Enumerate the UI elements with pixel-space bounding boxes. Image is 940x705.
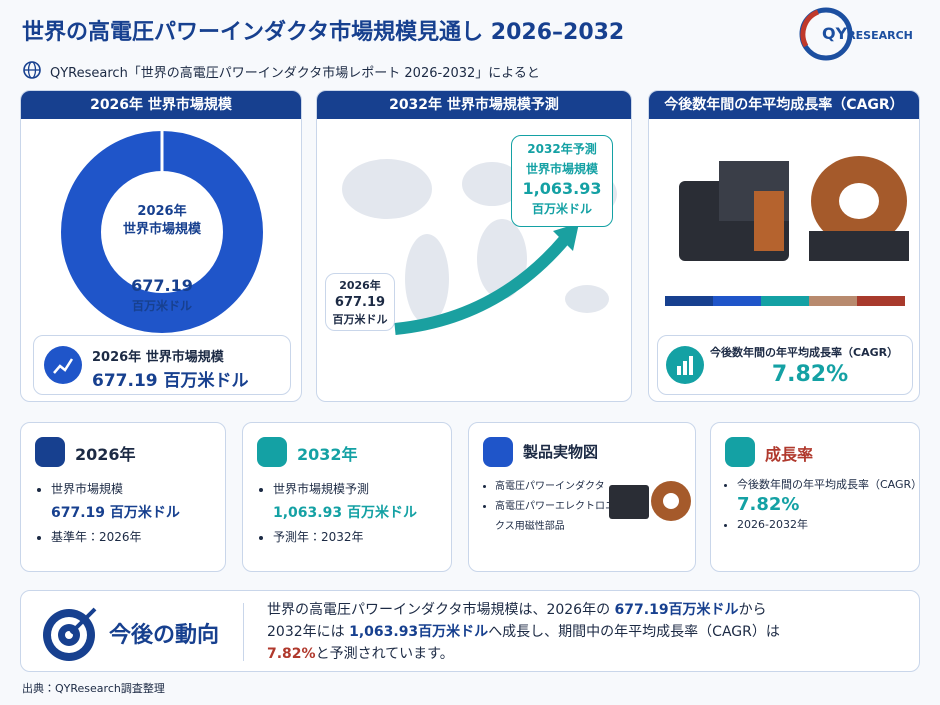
text: 世界の高電圧パワーインダクタ市場規模は、2026年の xyxy=(267,602,615,618)
product-thumb xyxy=(609,481,691,521)
card-value: 677.19 百万米ドル xyxy=(51,505,180,521)
card-value: 1,063.93 百万米ドル xyxy=(273,505,417,521)
donut-label: 2026年 xyxy=(137,204,187,219)
panel: 今後数年間の年平均成長率（CAGR） 今後数年間の年平均成長率（CAGR） 7.… xyxy=(648,90,920,402)
donut-value: 677.19 xyxy=(131,276,193,295)
highlight: 1,063.93百万米ドル xyxy=(349,624,489,640)
bar-icon xyxy=(666,346,704,384)
card-item: 今後数年間の年平均成長率（CAGR） xyxy=(737,475,927,495)
end-box: 2032年予測 世界市場規模 1,063.93 百万米ドル xyxy=(511,135,613,227)
end-label: 2032年予測 xyxy=(527,142,597,156)
start-box: 2026年 677.19 百万米ドル xyxy=(325,273,395,331)
donut-unit: 百万米ドル xyxy=(131,299,192,313)
card: 製品実物図 高電圧パワーインダクタ高電圧パワーエレクトロニクス用磁性部品 xyxy=(468,422,696,572)
text: と予測されています。 xyxy=(315,646,454,662)
summary-value: 677.19 百万米ドル xyxy=(92,371,249,391)
card: 2032年 世界市場規模予測 1,063.93 百万米ドル予測年：2032年 xyxy=(242,422,452,572)
source: 出典：QYResearch調査整理 xyxy=(22,682,165,695)
card-title: 2032年 xyxy=(297,445,358,464)
card: 2026年 世界市場規模 677.19 百万米ドル基準年：2026年 xyxy=(20,422,226,572)
cagr-value: 7.82% xyxy=(771,362,849,387)
panel: 2026年 世界市場規模 2026年世界市場規模 677.19 百万米ドル 20… xyxy=(20,90,302,402)
start-label: 2026年 xyxy=(339,279,381,292)
card-item: 高電圧パワーインダクタ xyxy=(495,477,615,497)
highlight: 677.19百万米ドル xyxy=(614,602,739,618)
product-photo xyxy=(679,156,909,261)
text: へ成長し、期間中の年平均成長率（CAGR）は xyxy=(488,624,780,640)
card-title: 2026年 xyxy=(75,445,136,464)
cagr-box: 今後数年間の年平均成長率（CAGR） 7.82% xyxy=(657,335,913,395)
summary-box: 2026年 世界市場規模 677.19 百万米ドル xyxy=(33,335,291,395)
cagr-label: 今後数年間の年平均成長率（CAGR） xyxy=(710,346,899,359)
logo-sub: RESEARCH xyxy=(847,29,913,42)
globe-icon xyxy=(23,61,41,79)
panel-title: 2026年 世界市場規模 xyxy=(21,91,301,119)
logo-main: QY xyxy=(822,24,848,43)
highlight: 7.82% xyxy=(267,646,316,662)
start-unit: 百万米ドル xyxy=(332,313,388,326)
subtitle: QYResearch「世界の高電圧パワーインダクタ市場レポート 2026-203… xyxy=(50,66,540,81)
card-title: 成長率 xyxy=(765,445,814,464)
panel: 2032年 世界市場規模予測 2026年 677.19 百万米ドル 2032年予測世… xyxy=(316,90,632,402)
target-icon xyxy=(43,607,97,661)
text: から xyxy=(738,602,767,618)
outlook-title: 今後の動向 xyxy=(109,623,220,648)
donut-label: 世界市場規模 xyxy=(122,222,201,237)
panel-title: 今後数年間の年平均成長率（CAGR） xyxy=(649,91,919,119)
end-unit: 百万米ドル xyxy=(531,202,592,216)
panel-title: 2032年 世界市場規模予測 xyxy=(317,91,631,119)
end-value: 1,063.93 xyxy=(522,179,602,198)
card-item: 世界市場規模 xyxy=(51,477,180,501)
card-item: 高電圧パワーエレクトロニクス用磁性部品 xyxy=(495,497,615,537)
color-bar xyxy=(665,296,905,306)
donut xyxy=(61,131,263,333)
card-item: 予測年：2032年 xyxy=(273,525,417,549)
card-item: 世界市場規模予測 xyxy=(273,477,417,501)
start-value: 677.19 xyxy=(334,295,386,310)
logo-mark xyxy=(799,7,853,61)
title: 世界の高電圧パワーインダクタ市場規模見通し 2026–2032 xyxy=(22,20,625,45)
summary-label: 2026年 世界市場規模 xyxy=(92,350,224,365)
card-item: 基準年：2026年 xyxy=(51,525,180,549)
card: 成長率 今後数年間の年平均成長率（CAGR）7.82%2026-2032年 xyxy=(710,422,922,572)
outlook: 今後の動向 世界の高電圧パワーインダクタ市場規模は、2026年の 677.19百… xyxy=(20,590,920,672)
chart-icon xyxy=(44,346,82,384)
outlook-text: 世界の高電圧パワーインダクタ市場規模は、2026年の 677.19百万米ドルから… xyxy=(267,599,780,665)
card-title: 製品実物図 xyxy=(523,443,599,461)
end-label: 世界市場規模 xyxy=(525,162,598,176)
text: 2032年には xyxy=(267,624,350,640)
card-item: 2026-2032年 xyxy=(737,515,927,535)
card-value: 7.82% xyxy=(737,494,800,515)
